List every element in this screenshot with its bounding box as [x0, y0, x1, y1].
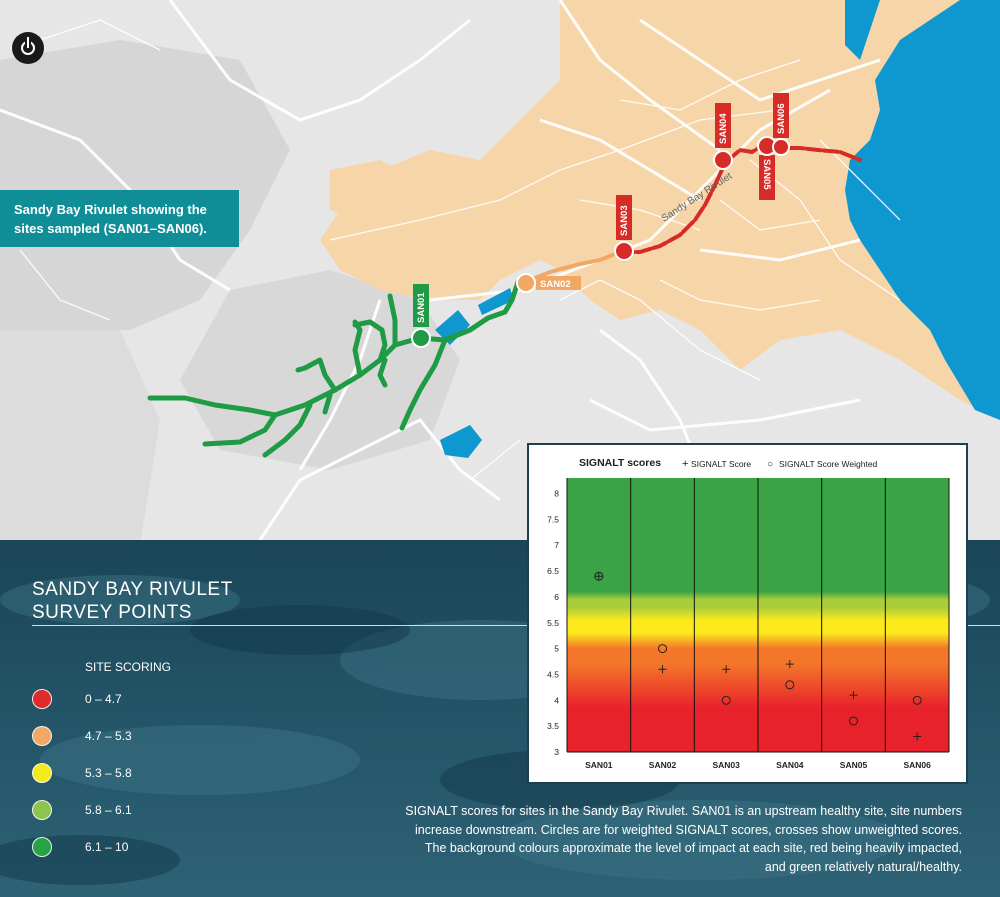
caption-line-1: SIGNALT scores for sites in the Sandy Ba…	[405, 804, 962, 818]
site-san02[interactable]: SAN02	[516, 273, 581, 293]
title-divider	[32, 625, 1000, 626]
chart-caption: SIGNALT scores for sites in the Sandy Ba…	[362, 802, 962, 876]
panel-title-line-1: SANDY BAY RIVULET	[32, 579, 233, 600]
weighted-score-point	[658, 644, 667, 654]
weighted-score-point	[849, 716, 858, 726]
site-san06[interactable]: SAN06	[772, 93, 790, 156]
signalt-chart-panel: SIGNALT scores + SIGNALT Score ○ SIGNALT…	[527, 443, 968, 784]
legend-dot	[32, 763, 52, 783]
score-point	[785, 660, 794, 669]
weighted-score-point	[912, 695, 922, 705]
x-tick-label: SAN04	[776, 760, 804, 770]
score-point	[722, 665, 731, 674]
y-tick-label: 3	[554, 747, 559, 757]
score-point	[913, 732, 922, 741]
y-tick-label: 4	[554, 695, 559, 705]
site-san01[interactable]: SAN01	[411, 284, 431, 348]
svg-text:SAN04: SAN04	[718, 113, 729, 144]
legend-label: 6.1 – 10	[85, 840, 129, 854]
site-san04[interactable]: SAN04	[713, 103, 733, 170]
panel-title: SANDY BAY RIVULET SURVEY POINTS	[32, 578, 233, 624]
caption-line-2: increase downstream. Circles are for wei…	[415, 822, 962, 837]
site-san03[interactable]: SAN03	[614, 195, 634, 261]
callout-line-2: sites sampled (SAN01–SAN06).	[14, 221, 207, 236]
chart-legend-circle-marker: ○	[767, 459, 773, 470]
svg-text:SAN03: SAN03	[619, 205, 630, 236]
site-san05[interactable]: SAN05	[757, 136, 777, 200]
y-tick-label: 7.5	[547, 514, 559, 524]
score-point	[594, 572, 603, 581]
survey-map: Sandy Bay Rivulet SAN01 SAN02 SAN03 SAN0…	[0, 0, 1000, 545]
y-tick-label: 6	[554, 592, 559, 602]
panel-title-line-2: SURVEY POINTS	[32, 602, 192, 623]
map-callout: Sandy Bay Rivulet showing the sites samp…	[0, 190, 239, 247]
legend-label: 5.8 – 6.1	[85, 803, 132, 817]
y-tick-label: 6.5	[547, 566, 559, 576]
chart-legend-circle: SIGNALT Score Weighted	[779, 459, 878, 469]
y-tick-label: 8	[554, 489, 559, 499]
legend-label: 0 – 4.7	[85, 692, 122, 706]
y-tick-label: 3.5	[547, 721, 559, 731]
y-tick-label: 7	[554, 540, 559, 550]
y-tick-label: 4.5	[547, 669, 559, 679]
weighted-score-point	[785, 680, 795, 690]
legend-dot	[32, 800, 52, 820]
x-tick-label: SAN02	[649, 760, 677, 770]
callout-line-1: Sandy Bay Rivulet showing the	[14, 202, 207, 217]
y-tick-label: 5	[554, 644, 559, 654]
signalt-chart: SIGNALT scores + SIGNALT Score ○ SIGNALT…	[547, 457, 950, 770]
chart-legend-cross: SIGNALT Score	[691, 459, 751, 469]
x-tick-label: SAN03	[712, 760, 740, 770]
power-icon[interactable]	[12, 32, 44, 64]
weighted-score-point	[721, 695, 731, 705]
caption-line-3: The background colours approximate the l…	[424, 841, 962, 855]
legend-label: 5.3 – 5.8	[85, 766, 132, 780]
score-point	[849, 691, 858, 700]
x-tick-label: SAN01	[585, 760, 613, 770]
legend-title: SITE SCORING	[85, 660, 172, 674]
score-point	[658, 665, 667, 674]
chart-legend-cross-marker: +	[682, 458, 688, 470]
caption-line-4: and green relatively natural/healthy.	[764, 859, 962, 874]
svg-text:SAN02: SAN02	[540, 279, 571, 290]
svg-text:SAN05: SAN05	[761, 159, 772, 190]
legend-label: 4.7 – 5.3	[85, 729, 132, 743]
weighted-score-point	[594, 571, 604, 581]
chart-title: SIGNALT scores	[579, 457, 661, 469]
legend-dot	[32, 689, 52, 709]
svg-text:SAN01: SAN01	[416, 292, 427, 323]
legend-dot	[32, 726, 52, 746]
x-tick-label: SAN05	[840, 760, 868, 770]
y-tick-label: 5.5	[547, 618, 559, 628]
x-tick-label: SAN06	[903, 760, 931, 770]
legend-dot	[32, 837, 52, 857]
svg-text:SAN06: SAN06	[776, 103, 787, 134]
